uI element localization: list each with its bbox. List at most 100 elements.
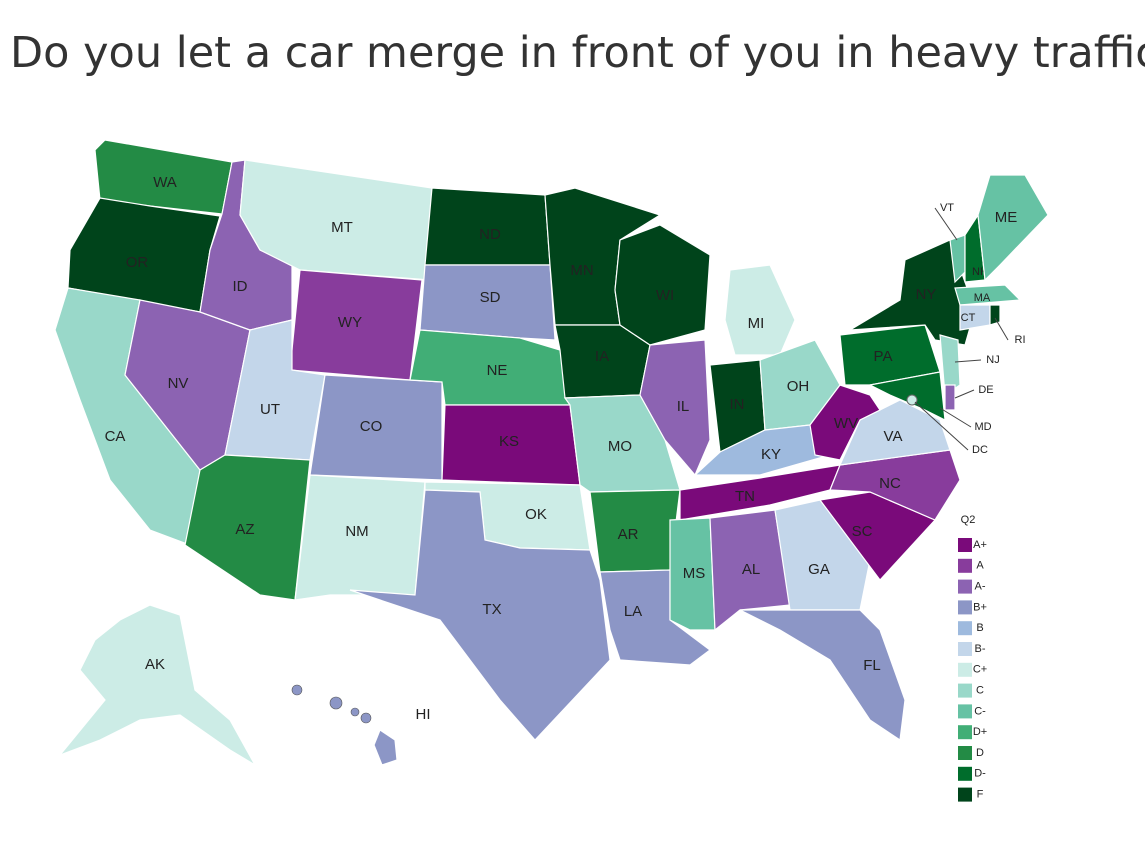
legend-swatch bbox=[958, 662, 972, 677]
state-label: HI bbox=[416, 706, 431, 723]
state-label: ND bbox=[479, 226, 501, 243]
legend-label: D- bbox=[974, 768, 986, 780]
state-label: KY bbox=[761, 446, 781, 463]
state-label: TN bbox=[735, 488, 755, 505]
legend-label: B+ bbox=[973, 601, 987, 613]
state-label: CO bbox=[360, 418, 383, 435]
legend-swatch bbox=[958, 558, 972, 573]
state-label: WY bbox=[338, 314, 362, 331]
state-label: CT bbox=[961, 312, 976, 324]
state-label: WV bbox=[834, 415, 858, 432]
state bbox=[868, 371, 946, 422]
state-label: GA bbox=[808, 561, 830, 578]
title: Do you let a car merge in front of you i… bbox=[10, 28, 1145, 78]
leader-line bbox=[939, 407, 972, 428]
legend-label: A+ bbox=[973, 539, 987, 551]
state-label: IA bbox=[595, 348, 609, 365]
state-label: IN bbox=[730, 396, 745, 413]
state bbox=[739, 609, 906, 742]
state-label: IL bbox=[677, 398, 690, 415]
legend-label: F bbox=[977, 789, 984, 801]
legend-swatch bbox=[958, 746, 972, 760]
state bbox=[989, 304, 1001, 326]
leader-line bbox=[954, 359, 982, 363]
state-label: MO bbox=[608, 438, 632, 455]
legend-swatch bbox=[958, 642, 972, 656]
state bbox=[58, 604, 257, 767]
legend-swatch bbox=[958, 579, 972, 594]
state-label: NY bbox=[916, 286, 937, 303]
legend-swatch bbox=[958, 600, 972, 615]
state-label: MS bbox=[683, 565, 706, 582]
state-label: NM bbox=[345, 523, 368, 540]
state-label: OH bbox=[787, 378, 810, 395]
state bbox=[349, 489, 611, 741]
state bbox=[774, 499, 871, 611]
legend-swatch bbox=[958, 787, 972, 802]
state-label: AR bbox=[618, 526, 639, 543]
state bbox=[373, 729, 398, 766]
state-label: RI bbox=[1015, 334, 1026, 346]
legend-label: D+ bbox=[973, 726, 987, 738]
state-label: LA bbox=[624, 603, 642, 620]
island bbox=[360, 712, 372, 724]
state bbox=[724, 264, 796, 356]
legend-label: A- bbox=[975, 581, 986, 593]
state-label: DC bbox=[972, 444, 988, 456]
state bbox=[944, 384, 956, 411]
state-label: DE bbox=[978, 384, 993, 396]
legend-swatch bbox=[958, 621, 972, 636]
state-label: SC bbox=[852, 523, 873, 540]
state bbox=[419, 264, 556, 341]
state bbox=[939, 334, 961, 397]
state-label: WA bbox=[153, 174, 177, 191]
state-label: VA bbox=[884, 428, 903, 445]
state-label: WI bbox=[656, 287, 674, 304]
island bbox=[291, 684, 303, 696]
state-label: KS bbox=[499, 433, 519, 450]
state-label: FL bbox=[863, 657, 881, 674]
legend-swatch bbox=[958, 766, 972, 781]
state-label: AK bbox=[145, 656, 165, 673]
legend-label: B bbox=[976, 622, 983, 634]
state-label: NV bbox=[168, 375, 189, 392]
state bbox=[906, 394, 918, 406]
legend-label: C- bbox=[974, 705, 986, 717]
state-label: TX bbox=[482, 601, 501, 618]
state bbox=[977, 174, 1049, 282]
state-label: UT bbox=[260, 401, 280, 418]
state-label: OR bbox=[126, 254, 149, 271]
legend-label: B- bbox=[975, 643, 986, 655]
state-label: CA bbox=[105, 428, 126, 445]
legend-label: C bbox=[976, 685, 984, 697]
island bbox=[350, 707, 360, 717]
legend-swatch bbox=[958, 725, 972, 740]
state-label: MN bbox=[570, 262, 593, 279]
state-label: AZ bbox=[235, 521, 254, 538]
state-label: NE bbox=[487, 362, 508, 379]
state-label: OK bbox=[525, 506, 547, 523]
legend-label: D bbox=[976, 747, 984, 759]
state-label: PA bbox=[874, 348, 893, 365]
legend-swatch bbox=[958, 704, 972, 719]
state-label: SD bbox=[480, 289, 501, 306]
legend-label: C+ bbox=[973, 664, 987, 676]
state bbox=[709, 509, 791, 632]
state-label: MD bbox=[974, 421, 991, 433]
state bbox=[954, 284, 1022, 306]
state-label: ID bbox=[233, 278, 248, 295]
state bbox=[614, 224, 711, 346]
legend-swatch bbox=[958, 538, 972, 552]
state bbox=[809, 384, 881, 461]
leader-line bbox=[914, 401, 969, 451]
state bbox=[184, 454, 311, 601]
state-label: MA bbox=[974, 292, 991, 304]
legend-label: A bbox=[976, 560, 984, 572]
state-label: NC bbox=[879, 475, 901, 492]
legend-swatch bbox=[958, 683, 972, 698]
legend-title: Q2 bbox=[961, 514, 976, 526]
state-label: MT bbox=[331, 219, 353, 236]
leader-line bbox=[934, 207, 958, 241]
